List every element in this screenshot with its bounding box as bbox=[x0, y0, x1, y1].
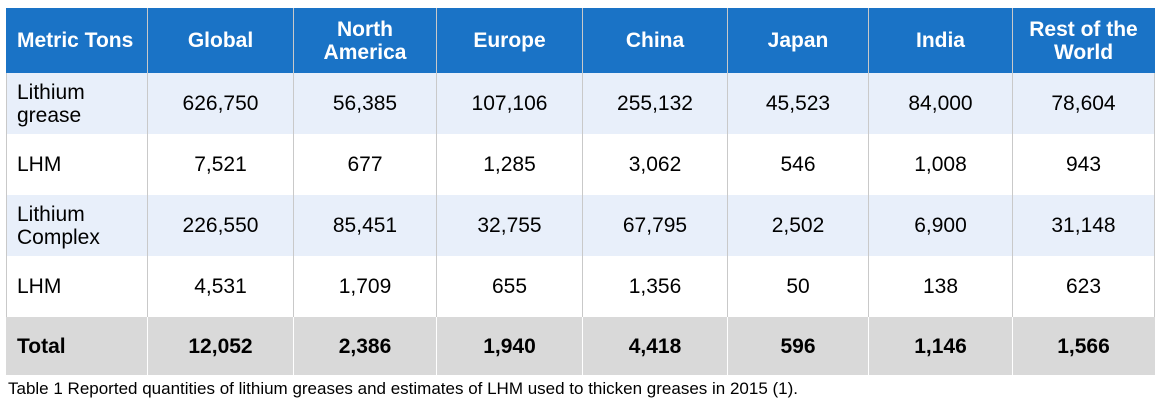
total-cell: 2,386 bbox=[293, 317, 437, 375]
header-global: Global bbox=[147, 8, 294, 73]
table-cell: 2,502 bbox=[727, 195, 869, 256]
table-cell: 255,132 bbox=[582, 73, 728, 134]
table-cell: 4,531 bbox=[147, 256, 294, 317]
table-row: LHM 4,531 1,709 655 1,356 50 138 623 bbox=[6, 256, 1155, 317]
table-cell: 138 bbox=[868, 256, 1013, 317]
table-row: Lithium Complex 226,550 85,451 32,755 67… bbox=[6, 195, 1155, 256]
header-rest-of-world: Rest of the World bbox=[1012, 8, 1155, 73]
header-north-america: North America bbox=[293, 8, 437, 73]
lithium-grease-table: Metric Tons Global North America Europe … bbox=[6, 8, 1155, 375]
header-china: China bbox=[582, 8, 728, 73]
total-row: Total 12,052 2,386 1,940 4,418 596 1,146… bbox=[6, 317, 1155, 375]
row-label: LHM bbox=[6, 134, 148, 195]
total-label: Total bbox=[6, 317, 148, 375]
total-cell: 12,052 bbox=[147, 317, 294, 375]
table-cell: 623 bbox=[1012, 256, 1155, 317]
total-cell: 4,418 bbox=[582, 317, 728, 375]
row-label: Lithium Complex bbox=[6, 195, 148, 256]
header-japan: Japan bbox=[727, 8, 869, 73]
table-cell: 1,356 bbox=[582, 256, 728, 317]
table-cell: 50 bbox=[727, 256, 869, 317]
table-cell: 67,795 bbox=[582, 195, 728, 256]
table-cell: 107,106 bbox=[436, 73, 583, 134]
table-cell: 78,604 bbox=[1012, 73, 1155, 134]
row-label: LHM bbox=[6, 256, 148, 317]
total-cell: 1,566 bbox=[1012, 317, 1155, 375]
header-india: India bbox=[868, 8, 1013, 73]
table-cell: 85,451 bbox=[293, 195, 437, 256]
table-cell: 6,900 bbox=[868, 195, 1013, 256]
table-cell: 32,755 bbox=[436, 195, 583, 256]
table-cell: 677 bbox=[293, 134, 437, 195]
table-row: Lithium grease 626,750 56,385 107,106 25… bbox=[6, 73, 1155, 134]
table-cell: 546 bbox=[727, 134, 869, 195]
table-cell: 7,521 bbox=[147, 134, 294, 195]
table-cell: 943 bbox=[1012, 134, 1155, 195]
table-cell: 655 bbox=[436, 256, 583, 317]
table-cell: 1,285 bbox=[436, 134, 583, 195]
table-row: LHM 7,521 677 1,285 3,062 546 1,008 943 bbox=[6, 134, 1155, 195]
table-caption: Table 1 Reported quantities of lithium g… bbox=[8, 379, 798, 398]
table-cell: 45,523 bbox=[727, 73, 869, 134]
table-cell: 226,550 bbox=[147, 195, 294, 256]
table-header-row: Metric Tons Global North America Europe … bbox=[6, 8, 1155, 73]
total-cell: 1,940 bbox=[436, 317, 583, 375]
table-cell: 626,750 bbox=[147, 73, 294, 134]
total-cell: 596 bbox=[727, 317, 869, 375]
total-cell: 1,146 bbox=[868, 317, 1013, 375]
table-cell: 56,385 bbox=[293, 73, 437, 134]
table-cell: 84,000 bbox=[868, 73, 1013, 134]
header-metric-tons: Metric Tons bbox=[6, 8, 148, 73]
table-cell: 3,062 bbox=[582, 134, 728, 195]
table-cell: 31,148 bbox=[1012, 195, 1155, 256]
header-europe: Europe bbox=[436, 8, 583, 73]
table-cell: 1,709 bbox=[293, 256, 437, 317]
table-cell: 1,008 bbox=[868, 134, 1013, 195]
row-label: Lithium grease bbox=[6, 73, 148, 134]
